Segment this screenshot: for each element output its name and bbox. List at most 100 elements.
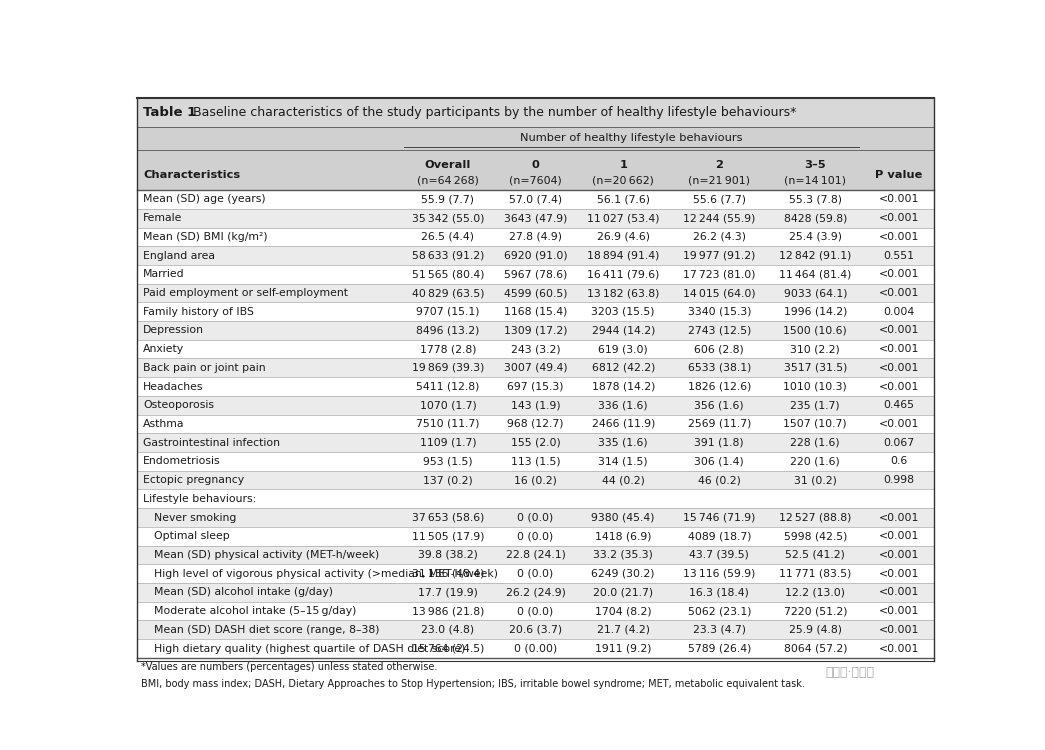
Text: 51 565 (80.4): 51 565 (80.4)	[412, 269, 484, 279]
Text: Never smoking: Never smoking	[154, 512, 236, 523]
Text: Osteoporosis: Osteoporosis	[143, 400, 214, 410]
Text: 1778 (2.8): 1778 (2.8)	[420, 344, 477, 354]
Bar	[137, 302, 934, 321]
Text: 1070 (1.7): 1070 (1.7)	[419, 400, 477, 410]
Text: 31 (0.2): 31 (0.2)	[794, 475, 837, 485]
Text: 2743 (12.5): 2743 (12.5)	[688, 326, 751, 335]
Text: 17.7 (19.9): 17.7 (19.9)	[418, 587, 478, 598]
Text: Paid employment or self-employment: Paid employment or self-employment	[143, 288, 348, 298]
Text: 6533 (38.1): 6533 (38.1)	[688, 363, 751, 373]
Text: 336 (1.6): 336 (1.6)	[599, 400, 648, 410]
Bar	[137, 471, 934, 490]
Text: 56.1 (7.6): 56.1 (7.6)	[597, 194, 650, 205]
Text: 0.067: 0.067	[883, 438, 914, 448]
Text: <0.001: <0.001	[879, 550, 919, 560]
Text: Mean (SD) alcohol intake (g/day): Mean (SD) alcohol intake (g/day)	[154, 587, 333, 598]
Text: 113 (1.5): 113 (1.5)	[511, 457, 560, 466]
Text: 0 (0.00): 0 (0.00)	[514, 644, 557, 653]
Text: Table 1: Table 1	[143, 106, 196, 118]
Text: (n=21 901): (n=21 901)	[689, 175, 750, 185]
Text: 11 464 (81.4): 11 464 (81.4)	[780, 269, 852, 279]
Text: <0.001: <0.001	[879, 288, 919, 298]
Text: <0.001: <0.001	[879, 531, 919, 542]
Text: Overall: Overall	[424, 160, 471, 170]
Text: 57.0 (7.4): 57.0 (7.4)	[509, 194, 562, 205]
Text: 220 (1.6): 220 (1.6)	[790, 457, 840, 466]
Text: 17 723 (81.0): 17 723 (81.0)	[683, 269, 756, 279]
Text: 5062 (23.1): 5062 (23.1)	[688, 606, 751, 616]
Text: 314 (1.5): 314 (1.5)	[599, 457, 648, 466]
Text: Gastrointestinal infection: Gastrointestinal infection	[143, 438, 280, 448]
Text: 20.0 (21.7): 20.0 (21.7)	[594, 587, 653, 598]
Text: 6920 (91.0): 6920 (91.0)	[504, 251, 567, 260]
Text: <0.001: <0.001	[879, 587, 919, 598]
Text: P value: P value	[875, 170, 923, 180]
Text: 43.7 (39.5): 43.7 (39.5)	[690, 550, 749, 560]
Text: 8496 (13.2): 8496 (13.2)	[416, 326, 480, 335]
Text: *Values are numbers (percentages) unless stated otherwise.: *Values are numbers (percentages) unless…	[141, 662, 438, 673]
Text: 19 869 (39.3): 19 869 (39.3)	[412, 363, 484, 373]
Bar	[137, 415, 934, 434]
Text: BMI, body mass index; DASH, Dietary Approaches to Stop Hypertension; IBS, irrita: BMI, body mass index; DASH, Dietary Appr…	[141, 680, 806, 689]
Text: High level of vigorous physical activity (>median, MET-h/week): High level of vigorous physical activity…	[154, 568, 497, 579]
Bar	[137, 452, 934, 471]
Bar	[137, 190, 934, 209]
Text: 13 182 (63.8): 13 182 (63.8)	[587, 288, 659, 298]
Text: <0.001: <0.001	[879, 644, 919, 653]
Text: 46 (0.2): 46 (0.2)	[698, 475, 741, 485]
Text: Headaches: Headaches	[143, 382, 204, 392]
Text: <0.001: <0.001	[879, 568, 919, 579]
Text: 16 (0.2): 16 (0.2)	[514, 475, 557, 485]
Text: 143 (1.9): 143 (1.9)	[511, 400, 560, 410]
Text: 1826 (12.6): 1826 (12.6)	[688, 382, 751, 392]
Bar	[137, 564, 934, 583]
Text: 12 842 (91.1): 12 842 (91.1)	[780, 251, 852, 260]
Text: 1109 (1.7): 1109 (1.7)	[420, 438, 477, 448]
Text: <0.001: <0.001	[879, 194, 919, 205]
Text: 1418 (6.9): 1418 (6.9)	[595, 531, 651, 542]
Text: 39.8 (38.2): 39.8 (38.2)	[418, 550, 478, 560]
Text: High dietary quality (highest quartile of DASH diet score): High dietary quality (highest quartile o…	[154, 644, 465, 653]
Text: <0.001: <0.001	[879, 213, 919, 223]
Bar	[137, 209, 934, 227]
Text: 235 (1.7): 235 (1.7)	[790, 400, 840, 410]
Text: 13 986 (21.8): 13 986 (21.8)	[412, 606, 484, 616]
Text: Asthma: Asthma	[143, 419, 185, 429]
Text: 52.5 (41.2): 52.5 (41.2)	[786, 550, 845, 560]
Text: 310 (2.2): 310 (2.2)	[790, 344, 840, 354]
Text: Lifestyle behaviours:: Lifestyle behaviours:	[143, 494, 256, 504]
Text: Depression: Depression	[143, 326, 204, 335]
Text: 3203 (15.5): 3203 (15.5)	[591, 307, 655, 316]
Text: <0.001: <0.001	[879, 625, 919, 634]
Bar	[137, 527, 934, 545]
Text: 9707 (15.1): 9707 (15.1)	[416, 307, 480, 316]
Text: (n=14 101): (n=14 101)	[785, 175, 846, 185]
Text: 391 (1.8): 391 (1.8)	[695, 438, 744, 448]
Text: 1500 (10.6): 1500 (10.6)	[784, 326, 847, 335]
Text: 5411 (12.8): 5411 (12.8)	[416, 382, 480, 392]
Text: Mean (SD) age (years): Mean (SD) age (years)	[143, 194, 265, 205]
Text: 2569 (11.7): 2569 (11.7)	[688, 419, 751, 429]
Text: 9033 (64.1): 9033 (64.1)	[784, 288, 847, 298]
Bar	[137, 509, 934, 527]
Text: 8064 (57.2): 8064 (57.2)	[784, 644, 847, 653]
Text: 0.998: 0.998	[883, 475, 914, 485]
Text: 0.465: 0.465	[883, 400, 914, 410]
Text: 0 (0.0): 0 (0.0)	[517, 606, 554, 616]
Text: 0.004: 0.004	[883, 307, 914, 316]
Text: 1911 (9.2): 1911 (9.2)	[595, 644, 651, 653]
Bar	[137, 377, 934, 396]
Text: Back pain or joint pain: Back pain or joint pain	[143, 363, 265, 373]
Text: 2944 (14.2): 2944 (14.2)	[591, 326, 655, 335]
Text: 31 136 (48.4): 31 136 (48.4)	[412, 568, 484, 579]
Bar	[137, 227, 934, 246]
Text: 3517 (31.5): 3517 (31.5)	[784, 363, 847, 373]
Text: 697 (15.3): 697 (15.3)	[507, 382, 564, 392]
Text: 1996 (14.2): 1996 (14.2)	[784, 307, 847, 316]
Text: 26.9 (4.6): 26.9 (4.6)	[597, 232, 650, 242]
Text: 228 (1.6): 228 (1.6)	[790, 438, 840, 448]
Bar	[137, 396, 934, 415]
Text: 33.2 (35.3): 33.2 (35.3)	[594, 550, 653, 560]
Text: 6249 (30.2): 6249 (30.2)	[591, 568, 655, 579]
Text: 26.5 (4.4): 26.5 (4.4)	[421, 232, 474, 242]
